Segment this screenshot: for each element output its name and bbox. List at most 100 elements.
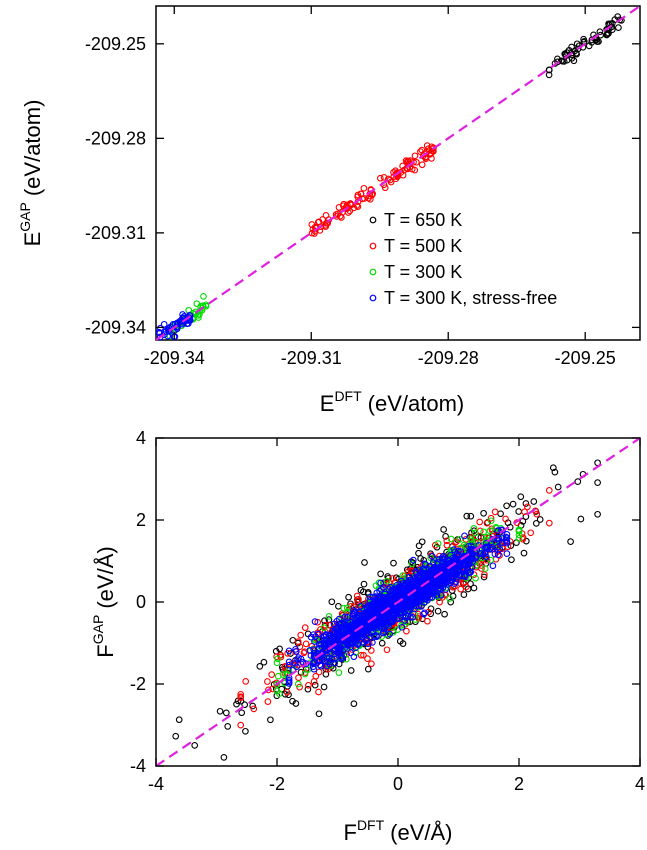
data-point [381,590,389,598]
y-tick-label: -4 [130,756,146,776]
data-point [372,596,380,604]
legend-label: T = 500 K [384,236,462,256]
data-point [295,674,302,682]
data-point [369,639,376,646]
data-point [361,627,369,635]
data-point [376,174,384,182]
data-point [390,559,397,567]
data-point [421,609,428,617]
data-point [278,663,286,671]
data-point [438,554,446,562]
data-point [200,293,207,300]
data-point [337,655,345,663]
data-point [487,514,495,522]
data-point [377,610,385,618]
data-point [457,585,465,593]
data-point [377,579,385,587]
data-point [551,468,559,476]
data-point [431,565,439,573]
data-point [405,158,412,165]
data-point [372,599,380,607]
data-point [418,538,426,546]
x-tick-label: -209.31 [281,348,342,368]
data-point [300,649,308,657]
data-point [366,593,374,601]
data-point [317,640,325,648]
data-point [496,545,504,553]
data-point [341,613,349,621]
data-point [467,512,475,520]
data-point [398,623,406,631]
data-point [344,209,352,216]
data-point [315,688,322,696]
data-point [241,701,249,709]
data-point [340,620,348,627]
force-parity-plot: -4 -2 0 2 4 -4 -2 0 2 4 FDFT (eV/Å) FGAP(eV/Å) [90,428,645,845]
data-point [356,609,363,617]
data-point [393,582,401,589]
reference-line [155,437,641,767]
data-point [357,602,364,610]
data-point [343,604,351,612]
data-point [199,302,207,310]
data-point [522,500,530,507]
data-point [354,634,361,642]
data-point [486,545,493,553]
data-point [294,638,302,645]
data-point [386,614,394,622]
data-point [237,721,245,729]
data-point [409,613,417,621]
data-point [472,552,480,560]
data-point [481,550,489,557]
data-point [545,71,553,79]
y-tick-label: -209.25 [85,34,146,54]
data-point [283,688,291,696]
data-point [392,574,400,582]
data-point [447,546,455,554]
data-point [342,655,350,663]
data-point [237,691,245,698]
data-point [594,510,601,518]
axis-ticks: -4 -2 0 2 4 -4 -2 0 2 4 [130,428,645,794]
data-point [480,573,488,581]
data-point [297,668,305,676]
data-point [341,641,349,649]
y-tick-label: -209.28 [85,128,146,148]
data-point [409,596,417,604]
data-point [339,654,346,662]
data-point [378,585,385,593]
data-point [268,671,276,678]
data-point [350,700,358,708]
data-point [524,503,531,511]
data-point [238,709,246,717]
data-point [354,597,362,605]
data-point [571,47,579,55]
data-point [440,526,447,533]
axis-ticks: -209.34 -209.31 -209.28 -209.25 -209.25 -209.… [85,6,640,368]
data-point [446,595,453,602]
data-point [489,562,497,570]
data-point [302,640,310,648]
data-point [394,169,401,177]
data-point [461,532,468,540]
data-point [310,631,318,638]
data-point [387,178,395,186]
data-point [285,661,293,669]
data-point [373,604,381,611]
data-point [463,566,471,574]
data-point [320,641,328,649]
x-tick-label: -4 [148,774,164,794]
data-point [520,549,528,557]
data-point [301,670,309,678]
data-point [456,571,464,578]
data-point [250,705,258,713]
data-point [160,331,168,338]
data-point [321,617,328,625]
data-point [357,651,365,659]
data-point [364,640,372,648]
data-point [359,617,366,625]
data-point [434,564,442,572]
data-point [483,539,490,547]
data-point [408,560,416,568]
data-point [335,602,342,610]
